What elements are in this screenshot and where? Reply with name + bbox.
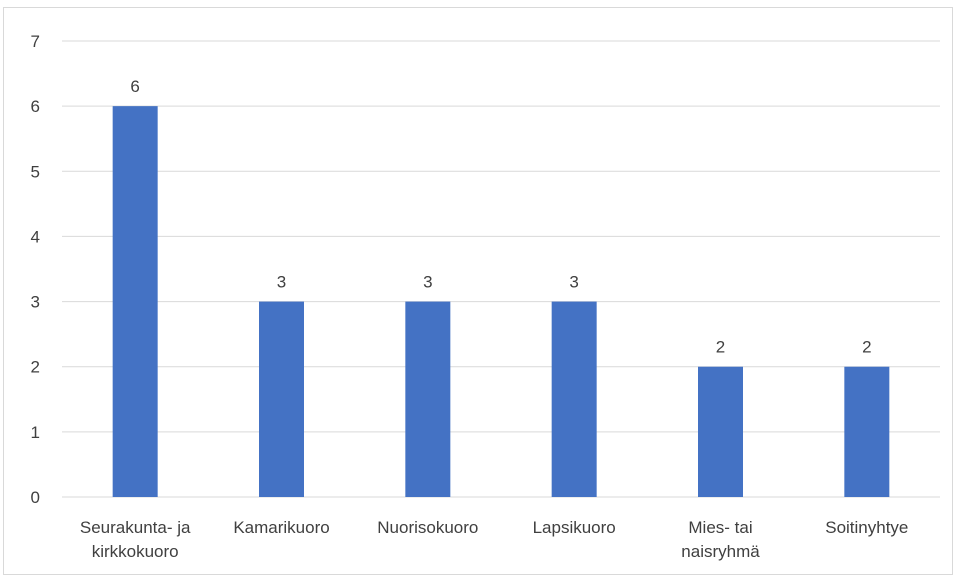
data-label: 3 <box>277 273 286 292</box>
x-category-label: Seurakunta- ja kirkkokuoro <box>80 518 191 561</box>
y-tick-label: 0 <box>31 488 40 507</box>
data-label: 3 <box>423 273 432 292</box>
bar <box>551 301 597 497</box>
data-label: 2 <box>862 338 871 357</box>
x-category-label: Soitinyhtye <box>825 518 908 537</box>
x-category-label-line: Mies- tai <box>688 518 752 537</box>
y-tick-label: 5 <box>31 162 40 181</box>
bar <box>112 106 158 498</box>
x-category-label-line: Kamarikuoro <box>233 518 329 537</box>
y-tick-label: 3 <box>31 293 40 312</box>
bar <box>405 301 451 497</box>
y-tick-label: 1 <box>31 423 40 442</box>
data-label: 2 <box>716 338 725 357</box>
y-tick-label: 7 <box>31 32 40 51</box>
x-category-label-line: kirkkokuoro <box>92 542 179 561</box>
bar <box>259 301 304 497</box>
x-category-label: Lapsikuoro <box>533 518 616 537</box>
data-label: 6 <box>130 77 139 96</box>
x-category-label-line: Seurakunta- ja <box>80 518 191 537</box>
bar <box>698 366 743 497</box>
x-category-label-line: Soitinyhtye <box>825 518 908 537</box>
y-tick-label: 6 <box>31 97 40 116</box>
chart-frame <box>3 7 953 575</box>
y-tick-label: 2 <box>31 358 40 377</box>
bar <box>844 366 890 497</box>
y-tick-label: 4 <box>31 227 40 246</box>
data-label: 3 <box>569 273 578 292</box>
x-category-label-line: Nuorisokuoro <box>377 518 478 537</box>
x-category-label: Mies- tai naisryhmä <box>681 518 760 561</box>
x-category-label-line: naisryhmä <box>681 542 760 561</box>
x-category-label-line: Lapsikuoro <box>533 518 616 537</box>
x-category-label: Nuorisokuoro <box>377 518 478 537</box>
x-category-label: Kamarikuoro <box>233 518 329 537</box>
